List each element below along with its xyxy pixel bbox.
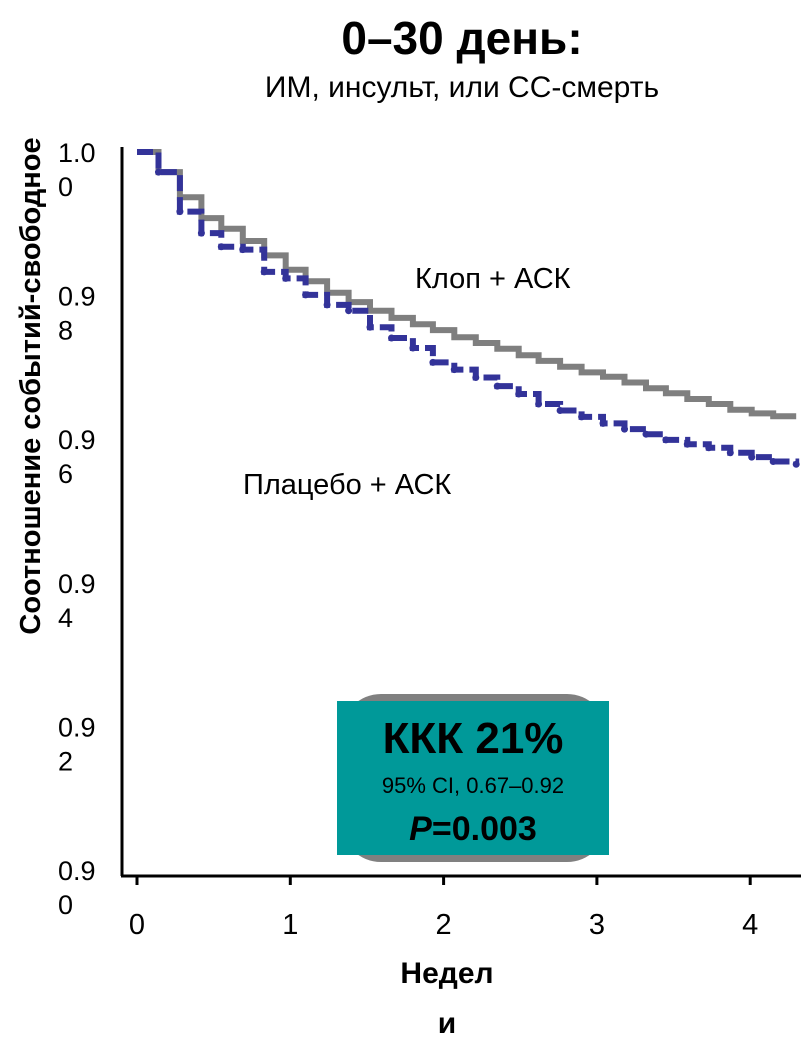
y-tick-labels: 1.0 0 0.9 8 0.9 6 0.9 4 0.9 2 0.9 0 [58, 138, 96, 920]
series-point [323, 301, 331, 309]
series-line [137, 149, 800, 465]
series-point [556, 407, 564, 414]
series-point [345, 307, 353, 315]
series-point [769, 458, 777, 465]
x-axis-label-line: и [438, 1007, 456, 1040]
series-point [726, 449, 734, 457]
stats-box-p-value: =0.003 [432, 810, 537, 848]
stats-box: ККК 21% 95% CI, 0.67–0.92 P=0.003 [337, 694, 609, 862]
series-point [282, 274, 290, 282]
y-tick-label: 0.9 8 [58, 282, 96, 346]
series-layer [137, 149, 800, 468]
series-point [578, 413, 586, 421]
y-tick-label: 0.9 4 [58, 569, 96, 633]
y-axis-label: Соотношение событий-свободное [15, 137, 47, 634]
series-point [748, 453, 756, 461]
stats-box-p-letter: P [409, 810, 432, 848]
chart-subtitle: ИМ, инсульт, или СС-смерть [265, 71, 659, 104]
series-point [450, 366, 458, 374]
series-point [217, 243, 225, 251]
series-point [155, 168, 162, 176]
series-point [429, 358, 437, 366]
y-tick-label: 0.9 2 [58, 712, 96, 776]
x-axis-label: Недел и [400, 957, 493, 1040]
series-point [388, 334, 395, 342]
y-tick-label: 1.0 0 [58, 138, 96, 202]
stats-box-title: ККК 21% [383, 714, 564, 763]
y-tick-label: 0.9 6 [58, 425, 96, 489]
x-tick-labels: 0 1 2 3 4 [129, 876, 758, 941]
series-point [621, 425, 628, 433]
series-point [493, 382, 501, 390]
series-point [409, 344, 417, 352]
series-point [662, 436, 670, 444]
series-point [642, 430, 650, 438]
series-point [599, 419, 607, 427]
x-axis-label-line: Недел [400, 957, 493, 990]
x-tick-label: 4 [742, 909, 758, 941]
series-point [683, 440, 691, 448]
stats-box-p: P=0.003 [409, 810, 537, 848]
chart-title: 0–30 день: [341, 12, 582, 64]
series-label-clop: Клоп + АСК [415, 263, 571, 295]
x-tick-label: 3 [589, 909, 605, 941]
stats-box-fill [337, 701, 609, 855]
series-point [535, 400, 543, 408]
series-point [705, 444, 713, 452]
series-point [792, 460, 800, 468]
series-point [366, 323, 374, 331]
x-tick-label: 1 [282, 909, 298, 941]
series-line [137, 149, 797, 420]
x-tick-label: 2 [436, 909, 452, 941]
series-point [515, 390, 523, 398]
series-point [472, 374, 480, 381]
x-tick-label: 0 [129, 909, 145, 941]
series-point [239, 246, 247, 254]
series-label-placebo: Плацебо + АСК [243, 469, 451, 501]
series-point [176, 208, 184, 216]
series-point [197, 229, 205, 237]
series-point [260, 268, 268, 276]
series-point [302, 291, 310, 299]
y-tick-label: 0.9 0 [58, 856, 96, 920]
stats-box-ci: 95% CI, 0.67–0.92 [382, 773, 564, 798]
